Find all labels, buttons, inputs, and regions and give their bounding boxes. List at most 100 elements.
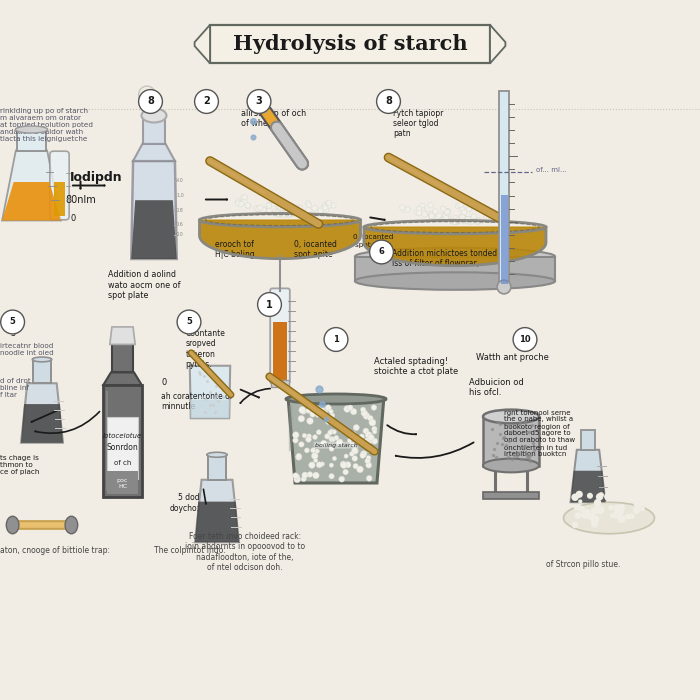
Circle shape [458, 202, 463, 208]
Circle shape [245, 202, 251, 208]
Circle shape [587, 512, 596, 521]
Circle shape [279, 209, 285, 215]
Circle shape [416, 210, 422, 216]
Circle shape [340, 428, 344, 433]
Bar [271, 380, 289, 387]
Circle shape [476, 218, 482, 223]
Circle shape [270, 210, 275, 216]
Ellipse shape [355, 248, 555, 265]
Circle shape [400, 204, 405, 210]
Circle shape [491, 216, 497, 221]
Circle shape [419, 203, 425, 209]
Circle shape [420, 207, 426, 213]
Polygon shape [570, 470, 606, 503]
Circle shape [344, 405, 351, 412]
Circle shape [297, 211, 302, 216]
Circle shape [351, 448, 358, 454]
Circle shape [295, 209, 300, 214]
Text: Addition d aolind
wato aocm one of
spot plate: Addition d aolind wato aocm one of spot … [108, 270, 181, 300]
Circle shape [591, 508, 597, 514]
Circle shape [591, 520, 598, 528]
Text: Foer teth invo choideed rack:
ioin abdornts in opooovod to to
nadafloodton, iote: Foer teth invo choideed rack: ioin abdor… [185, 532, 305, 572]
Circle shape [469, 218, 475, 224]
Circle shape [372, 430, 377, 434]
Circle shape [332, 430, 337, 434]
Circle shape [246, 203, 251, 209]
Circle shape [294, 210, 300, 216]
Circle shape [177, 310, 201, 334]
Circle shape [297, 211, 302, 216]
Text: 0, iocanted
spot apite: 0, iocanted spot apite [353, 234, 393, 248]
Circle shape [459, 206, 465, 212]
Circle shape [587, 514, 592, 519]
Polygon shape [364, 227, 546, 265]
Circle shape [483, 215, 489, 220]
Circle shape [360, 407, 365, 412]
Circle shape [330, 202, 336, 208]
Text: alirstu up of och
of whers,: alirstu up of och of whers, [241, 108, 307, 128]
Circle shape [361, 410, 368, 416]
Circle shape [591, 517, 597, 524]
FancyBboxPatch shape [270, 288, 290, 384]
Circle shape [571, 494, 579, 501]
Circle shape [312, 206, 317, 211]
Circle shape [281, 211, 286, 217]
Circle shape [433, 209, 438, 214]
Circle shape [372, 426, 377, 432]
Text: ts chage is
thmon to
ce of plach: ts chage is thmon to ce of plach [0, 455, 39, 475]
Circle shape [339, 476, 344, 482]
Circle shape [486, 216, 492, 222]
Ellipse shape [6, 517, 19, 533]
Circle shape [240, 195, 246, 200]
Circle shape [363, 412, 370, 419]
Circle shape [617, 507, 623, 513]
Circle shape [329, 436, 334, 442]
Text: 0.8: 0.8 [176, 207, 184, 213]
Text: 0.0: 0.0 [176, 232, 184, 237]
Circle shape [368, 434, 374, 441]
Circle shape [350, 433, 356, 438]
Circle shape [371, 448, 378, 455]
Circle shape [293, 432, 299, 438]
Circle shape [324, 328, 348, 351]
Circle shape [272, 202, 277, 208]
Circle shape [401, 206, 407, 212]
Circle shape [326, 420, 330, 424]
Circle shape [262, 207, 268, 213]
Circle shape [449, 218, 455, 224]
Circle shape [315, 412, 320, 417]
Circle shape [366, 456, 371, 461]
Circle shape [312, 453, 318, 459]
Circle shape [489, 209, 495, 214]
Circle shape [267, 208, 272, 213]
Text: rgnt tolonool serne
the o pabe, whilst a
bookoto reogion of
daboet d5 agore to
o: rgnt tolonool serne the o pabe, whilst a… [504, 410, 575, 458]
Circle shape [442, 208, 448, 213]
Circle shape [266, 202, 272, 208]
Text: Fytch tapiopr
seleor tglod
patn: Fytch tapiopr seleor tglod patn [393, 108, 444, 139]
Circle shape [325, 405, 331, 411]
Circle shape [292, 209, 298, 214]
Bar [273, 322, 287, 381]
Circle shape [486, 216, 491, 222]
Circle shape [347, 438, 351, 442]
Circle shape [582, 510, 589, 519]
Circle shape [273, 208, 279, 213]
Circle shape [340, 462, 347, 468]
Circle shape [363, 428, 369, 434]
Circle shape [294, 205, 300, 211]
Circle shape [343, 469, 349, 475]
Ellipse shape [141, 108, 167, 122]
Text: 0, iocanted
spot apite: 0, iocanted spot apite [294, 240, 337, 260]
Circle shape [372, 405, 377, 409]
Circle shape [302, 472, 308, 478]
Polygon shape [195, 480, 239, 542]
Bar [33, 360, 51, 384]
Circle shape [349, 452, 354, 456]
Circle shape [306, 409, 310, 413]
Circle shape [267, 206, 272, 212]
Text: d of drot
bline inf
f ltar: d of drot bline inf f ltar [0, 378, 31, 398]
Circle shape [608, 505, 614, 510]
Text: 6: 6 [379, 248, 384, 256]
Circle shape [336, 439, 343, 446]
Circle shape [372, 438, 378, 444]
